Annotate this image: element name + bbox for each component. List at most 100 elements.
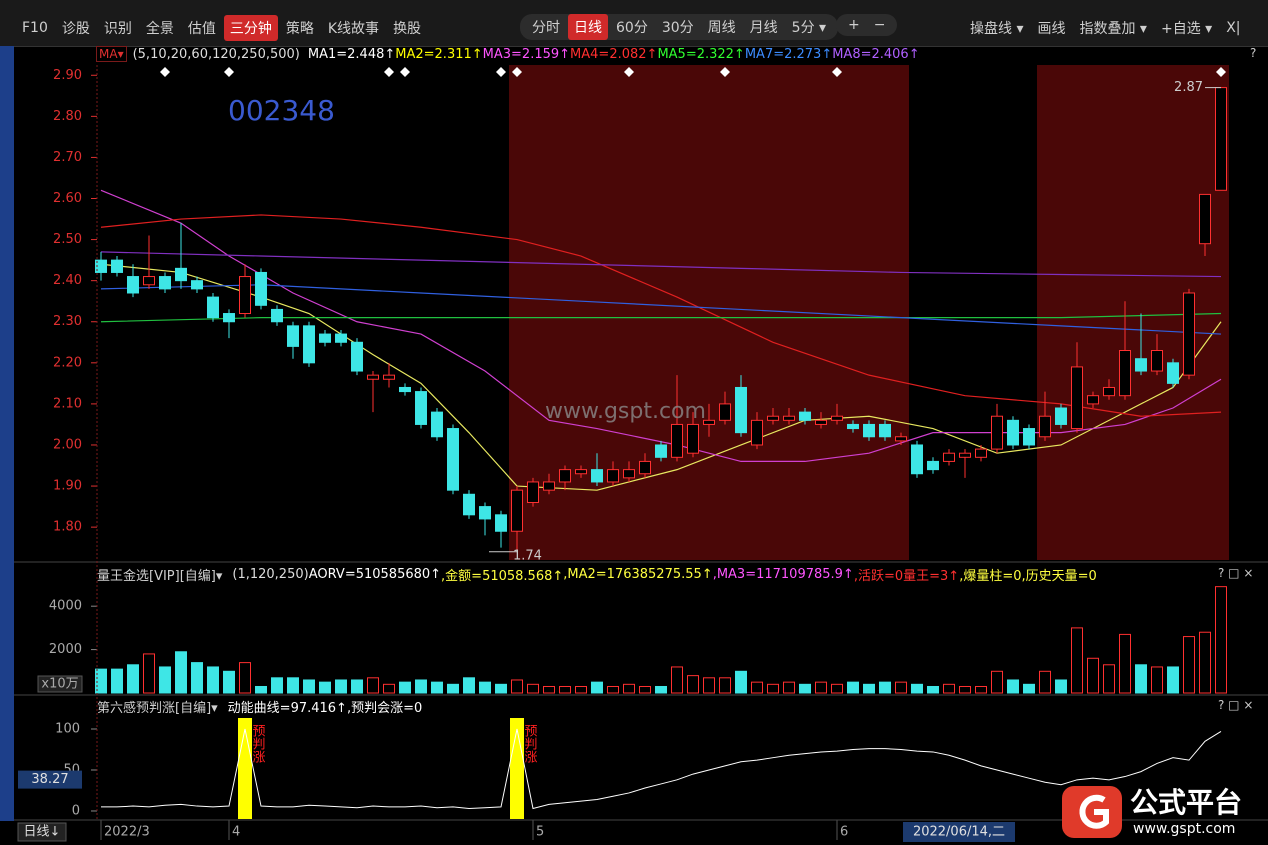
candle-body (319, 333, 331, 343)
y-tick-label: 2.10 (53, 396, 82, 411)
candle-body (1039, 415, 1051, 438)
legend-item: (1,120,250) (232, 566, 309, 582)
y-tick-label: 2.20 (53, 355, 82, 370)
y-tick-label: 2.30 (53, 314, 82, 329)
toolbar-button[interactable]: F10 (22, 20, 48, 36)
toolbar-button[interactable]: 60分 (616, 20, 648, 36)
candle-body (351, 341, 363, 372)
legend-item: MA1=2.448↑ (307, 46, 396, 62)
toolbar-button[interactable]: 操盘线 ▾ (970, 21, 1024, 37)
candle-body (1199, 193, 1211, 245)
toolbar-button[interactable]: X| (1226, 20, 1241, 36)
candle-body (431, 411, 443, 438)
candle-body (1071, 366, 1083, 430)
legend-item: MA8=2.406↑ (832, 46, 920, 62)
legend-item: AORV=510585680↑ (308, 566, 442, 582)
period-button-label[interactable]: 日线↓ (24, 825, 61, 840)
panel-icons[interactable]: ? □ × (1218, 698, 1254, 712)
y-tick-label: 2.40 (53, 273, 82, 288)
candle-body (655, 444, 667, 458)
watermark: www.gspt.com (545, 399, 706, 424)
toolbar-button[interactable]: 画线 (1037, 21, 1066, 37)
legend-item: MA3=2.159↑ (482, 46, 571, 62)
cursor-value-box (18, 770, 82, 789)
toolbar-button[interactable]: 全景 (145, 21, 174, 37)
toolbar-button[interactable]: + (848, 17, 860, 33)
toolbar-button[interactable]: 周线 (707, 20, 736, 36)
volume-bar (111, 668, 123, 694)
volume-bar (943, 683, 955, 694)
candle-body (959, 452, 971, 458)
candle-body (1215, 87, 1227, 191)
unit-label: x10万 (41, 677, 78, 692)
volume-bar (927, 685, 939, 694)
candle-body (495, 514, 507, 532)
indicator-name[interactable]: MA▾ (96, 46, 127, 62)
toolbar-button[interactable]: 日线 (568, 14, 608, 40)
candle-body (1167, 362, 1179, 384)
toolbar-button[interactable]: 估值 (187, 21, 216, 37)
volume-bar (735, 670, 747, 694)
candle-body (143, 276, 155, 286)
candle-body (847, 423, 859, 430)
toolbar-button[interactable]: 识别 (103, 21, 132, 37)
volume-bar (303, 679, 315, 694)
volume-bar (895, 681, 907, 694)
volume-bar (271, 677, 283, 694)
toolbar-button[interactable]: 分时 (532, 20, 560, 36)
volume-bar (511, 679, 523, 694)
x-tick-label: 4 (232, 825, 240, 840)
y-tick-label: 4000 (49, 599, 82, 614)
toolbar-button[interactable]: − (873, 17, 886, 33)
volume-bar (831, 683, 843, 694)
volume-bar (1215, 586, 1227, 694)
volume-bar (415, 679, 427, 694)
candle-body (863, 423, 875, 438)
toolbar-button[interactable]: 诊股 (61, 21, 90, 37)
panel-title[interactable]: 第六感预判涨[自编]▾ (97, 700, 218, 716)
y-tick-label: 0 (72, 803, 80, 818)
candle-body (111, 259, 123, 273)
signal-text: 预判涨 (522, 724, 538, 763)
candle-body (175, 267, 187, 282)
volume-bar (639, 685, 651, 694)
panel-title[interactable]: 量王金选[VIP][自编]▾ (97, 568, 223, 584)
legend-item: ,活跃=0 (853, 568, 904, 584)
toolbar-button[interactable]: 策略 (285, 21, 314, 37)
toolbar-button[interactable]: 30分 (661, 20, 694, 36)
period-button[interactable] (17, 822, 67, 842)
panel-icons[interactable]: ? □ × (1218, 566, 1254, 580)
toolbar-button[interactable]: 三分钟 (223, 15, 278, 41)
candle-body (1055, 407, 1067, 425)
candle-body (1151, 349, 1163, 372)
candle-body (463, 493, 475, 516)
cursor-date-box (903, 822, 1015, 842)
toolbar-button[interactable]: K线故事 (327, 21, 380, 37)
candle-body (559, 469, 571, 483)
side-strip (0, 46, 14, 821)
candle-body (1119, 349, 1131, 397)
help-icon[interactable]: ? (1250, 46, 1257, 60)
candle-body (975, 448, 987, 458)
toolbar-button[interactable]: 换股 (393, 21, 422, 37)
toolbar-button[interactable]: 5分 ▾ (791, 20, 827, 36)
volume-bar (1119, 633, 1131, 694)
toolbar-button[interactable]: +自选 ▾ (1160, 21, 1213, 37)
highlight-zone (1037, 65, 1229, 560)
candle-body (895, 436, 907, 442)
volume-bar (863, 683, 875, 694)
candle-body (447, 428, 459, 491)
x-tick-label: 5 (536, 825, 544, 840)
volume-bar (623, 683, 635, 694)
volume-bar (879, 681, 891, 694)
candle-body (159, 276, 171, 290)
signal-bar (238, 718, 252, 819)
logo-name: 公式平台 (1130, 786, 1242, 819)
candle-body (831, 415, 843, 421)
volume-bar (1007, 679, 1019, 694)
y-tick-label: 2.80 (53, 109, 82, 124)
toolbar-button[interactable]: 指数叠加 ▾ (1079, 21, 1147, 37)
candle-body (127, 276, 139, 294)
toolbar-button[interactable]: 月线 (749, 20, 778, 36)
ma-params: (5,10,20,60,120,250,500) (132, 46, 300, 62)
